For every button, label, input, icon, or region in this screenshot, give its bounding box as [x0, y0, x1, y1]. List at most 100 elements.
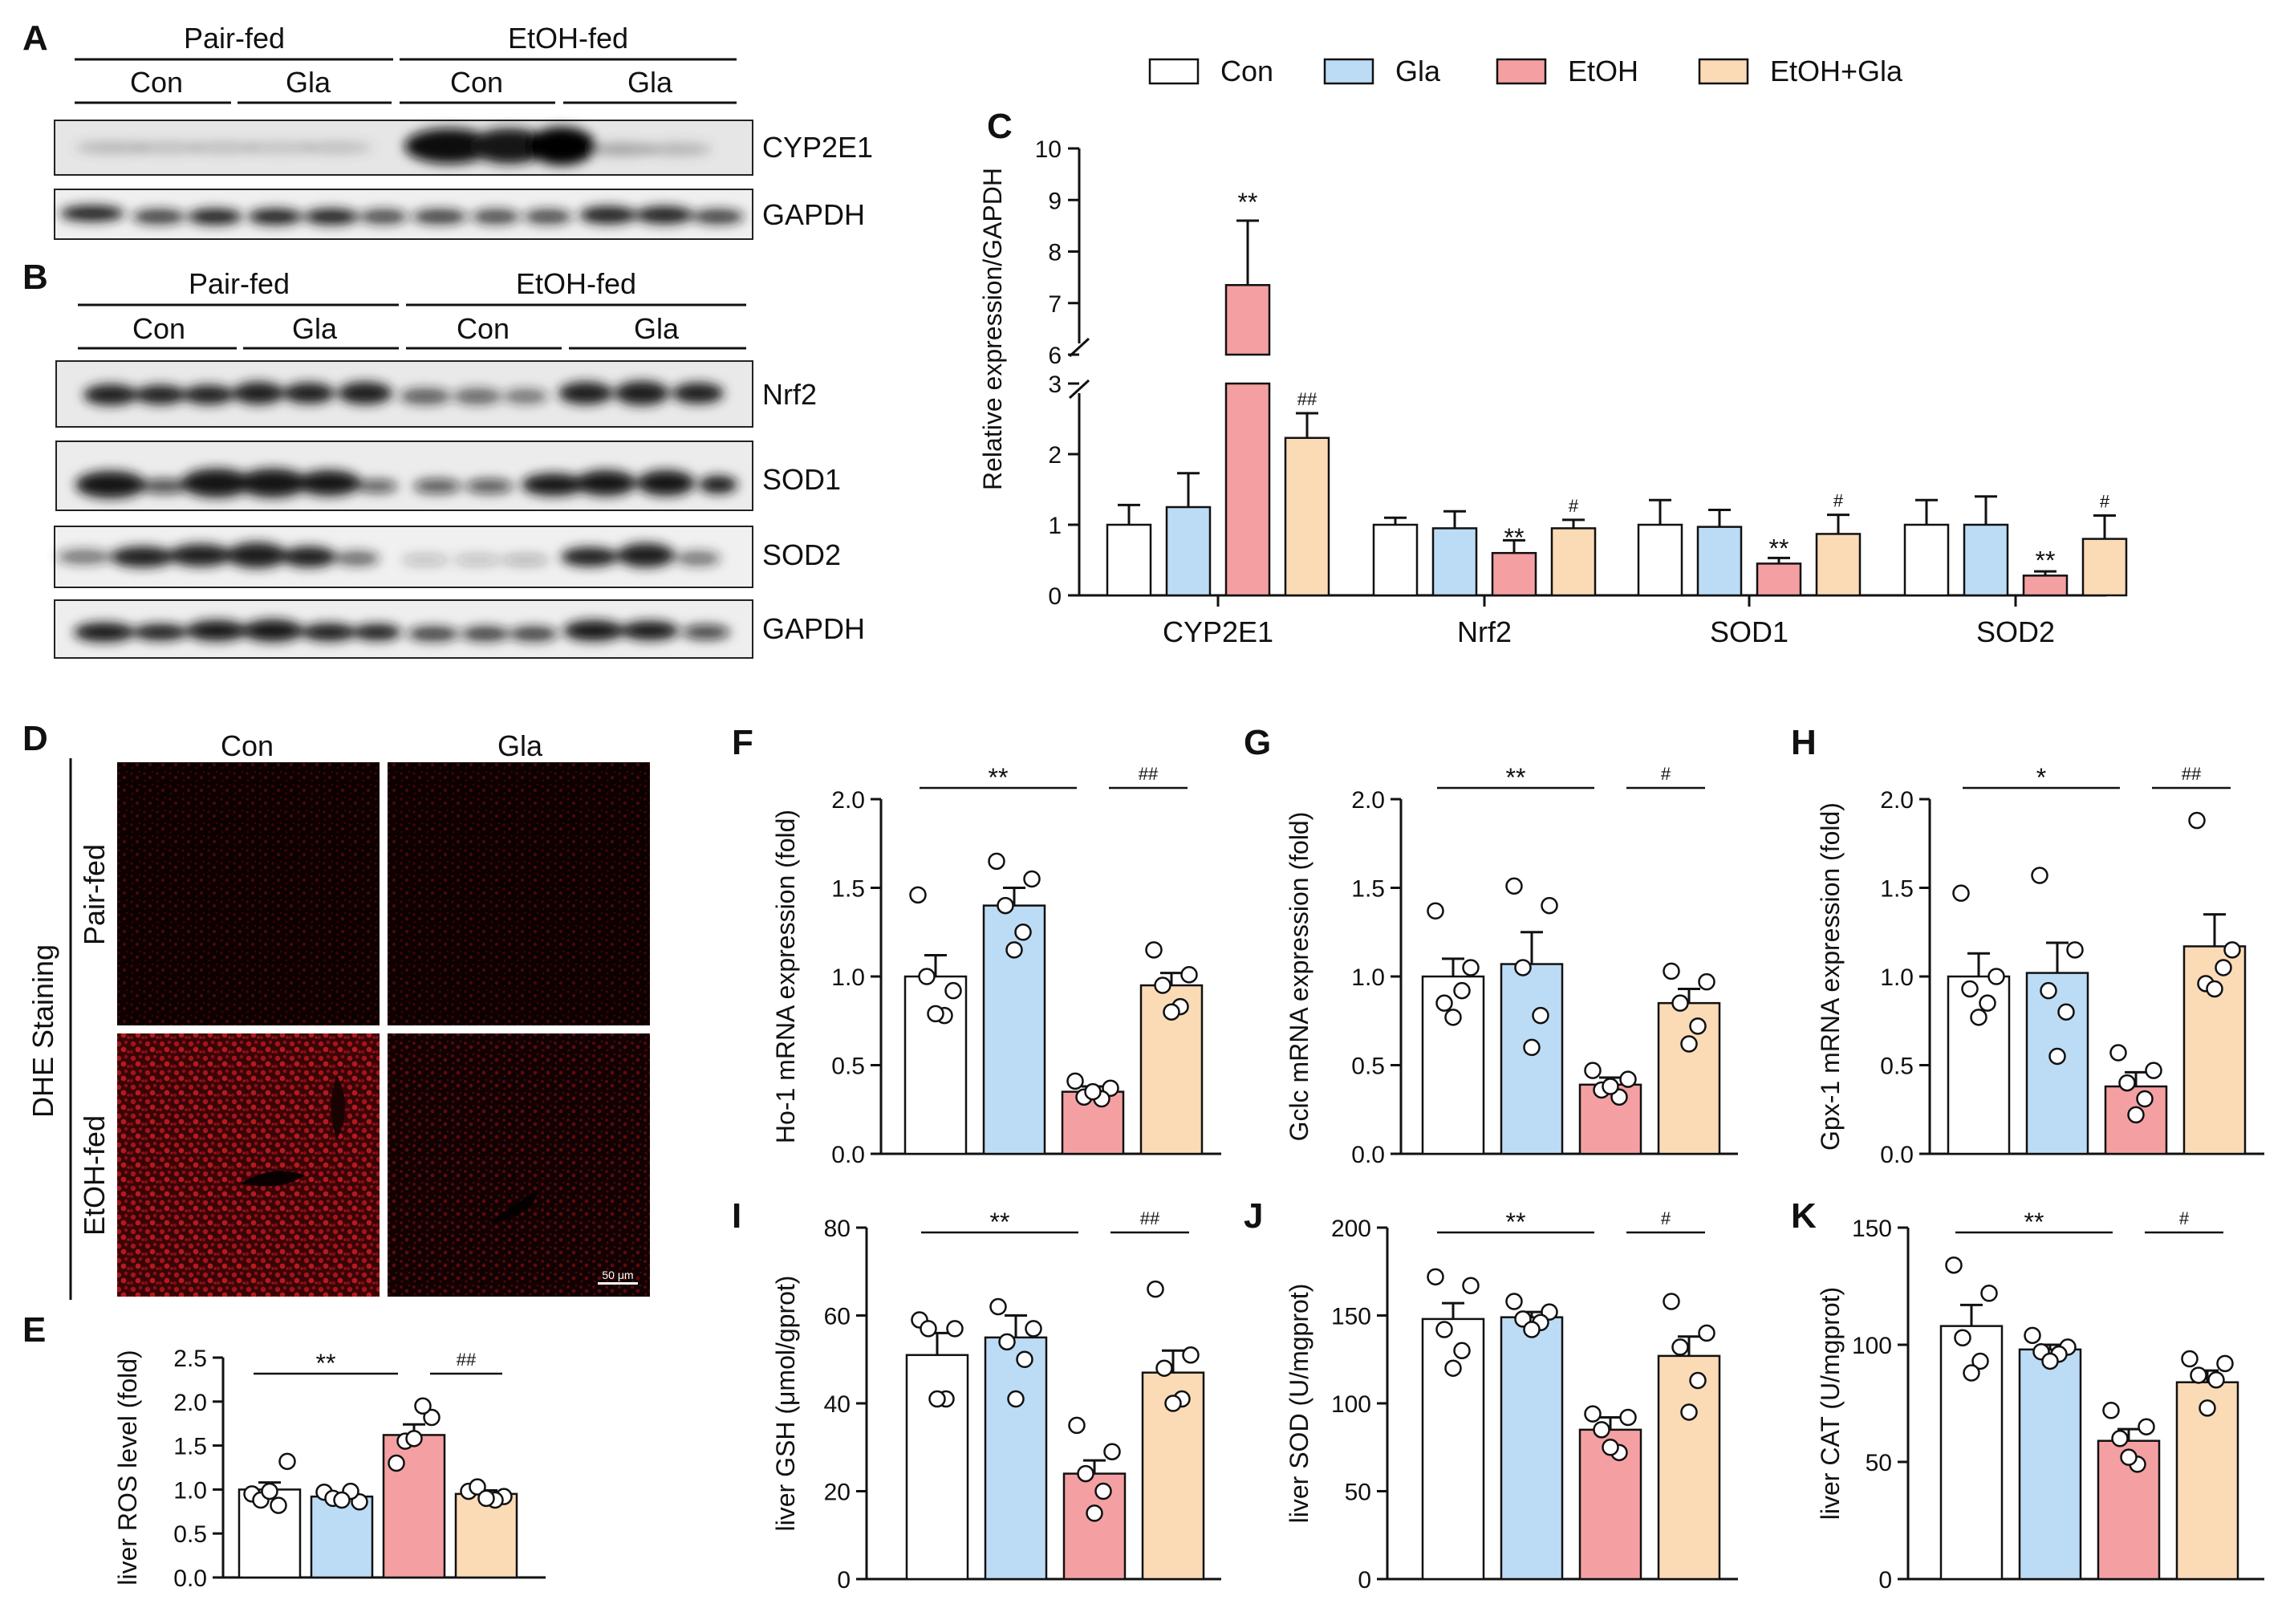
y-tick-label: 2 [1048, 442, 1062, 469]
data-point [1007, 1390, 1025, 1408]
data-point [2136, 1090, 2154, 1108]
data-point [1444, 1359, 1462, 1377]
axis-break-mark [1068, 337, 1090, 358]
y-tick-label: 0 [1358, 1567, 1371, 1594]
y-tick-label: 0.5 [1351, 1054, 1385, 1080]
data-point [1462, 959, 1480, 976]
y-tick-label: 80 [824, 1216, 851, 1242]
y-tick-label: 6 [1048, 343, 1062, 369]
scale-bar-label: 50 μm [602, 1269, 633, 1281]
data-point [2216, 1354, 2234, 1373]
y-tick-label: 0.0 [831, 1142, 865, 1168]
data-point [1987, 968, 2005, 985]
bar-sod1-etoh-gla [1815, 533, 1862, 597]
data-point [2041, 1352, 2059, 1370]
significance-label: # [1661, 764, 1671, 784]
panel-letter-k: K [1791, 1196, 1817, 1236]
bar-gla [984, 1336, 1048, 1581]
bar-cyp2e1-gla [1165, 505, 1212, 597]
data-point [2109, 1044, 2127, 1062]
data-point [1584, 1405, 1602, 1423]
legend-swatch-etoh [1496, 58, 1547, 85]
bar-break-fill [1227, 385, 1269, 393]
y-tick-label: 60 [824, 1304, 851, 1330]
panel-a-header: Pair-fed EtOH-fed Con Gla Con Gla [75, 22, 737, 104]
panel-letter-c: C [987, 107, 1013, 146]
y-tick-label: 1.5 [1880, 876, 1914, 903]
data-point [261, 1482, 278, 1500]
data-point [1016, 1350, 1033, 1368]
chart-panel-i: I 0 20 40 60 80 liver GSH (μmol/gprot) ** ## [732, 1196, 1221, 1594]
data-point [1444, 1009, 1462, 1026]
data-point [1435, 1321, 1453, 1338]
bar-sod2-etoh [2022, 574, 2069, 597]
y-tick-label: 150 [1331, 1304, 1371, 1330]
x-tick-label-cyp2e1: CYP2E1 [1163, 615, 1273, 648]
data-point [1084, 1082, 1102, 1101]
dhe-image-pairfed-con [117, 762, 380, 1025]
data-point [1541, 896, 1558, 915]
bar-break-fill [1227, 345, 1269, 353]
data-point [2057, 1003, 2075, 1021]
data-point [1014, 924, 1032, 941]
data-point [1963, 1364, 1980, 1382]
data-point [1182, 1346, 1200, 1364]
significance-label: ## [2182, 764, 2202, 784]
bar-cyp2e1-con [1106, 523, 1152, 597]
bar-sod1-gla [1696, 526, 1743, 597]
panel-letter-f: F [732, 723, 753, 762]
y-tick-label: 20 [824, 1480, 851, 1506]
blot-sod1 [55, 441, 753, 511]
data-point [1005, 941, 1023, 959]
data-point [2118, 1074, 2136, 1092]
dhe-image-etohfed-gla [388, 1033, 650, 1297]
data-point [1602, 1078, 1619, 1095]
data-point [927, 1005, 944, 1023]
legend-label-etoh-gla: EtOH+Gla [1770, 55, 1903, 87]
data-point [1077, 1464, 1094, 1483]
panel-letter-e: E [22, 1310, 46, 1350]
bar-etoh-gla [2182, 945, 2247, 1155]
y-tick-label: 0.5 [831, 1054, 865, 1080]
legend-label-etoh: EtOH [1568, 55, 1638, 87]
y-tick-label: 0 [837, 1567, 851, 1594]
band-label-gapdh: GAPDH [762, 198, 865, 231]
group-label-pair-fed: Pair-fed [189, 267, 290, 300]
data-point [1164, 1395, 1182, 1412]
data-point [1163, 1003, 1180, 1021]
data-point [1505, 877, 1523, 895]
y-tick-label: 0.0 [173, 1565, 207, 1592]
bar-gla [1500, 1316, 1564, 1581]
y-tick-label: 100 [1331, 1391, 1371, 1418]
bar-nrf2-etoh-gla [1550, 527, 1597, 597]
data-point [469, 1478, 486, 1496]
data-point [2066, 941, 2084, 959]
data-point [1619, 1070, 1637, 1088]
data-point [1954, 1329, 1971, 1346]
x-tick-label-sod2: SOD2 [1976, 615, 2055, 648]
bar-nrf2-etoh [1491, 551, 1537, 597]
data-point [1514, 959, 1532, 976]
chart-panel-c: C 0 1 2 36 7 8 9 10 Relative expression/GAPDH CYP2… [978, 107, 2128, 648]
y-axis-title: Gpx-1 mRNA expression (fold) [1816, 802, 1845, 1151]
y-tick-label: 50 [1345, 1480, 1371, 1506]
data-point [1066, 1072, 1084, 1090]
data-point [2207, 1371, 2225, 1389]
sub-label-con: Con [457, 312, 510, 345]
significance-label: * [2036, 763, 2046, 792]
data-point [2188, 811, 2206, 830]
data-point [1094, 1482, 1112, 1500]
y-tick-label: 1.0 [1351, 964, 1385, 991]
y-tick-label: 3 [1048, 371, 1062, 398]
dhe-image-etohfed-con [117, 1033, 380, 1297]
bar-etoh [1578, 1083, 1642, 1155]
data-point [2031, 867, 2048, 884]
y-tick-label: 2.0 [1351, 787, 1385, 814]
dhe-side-label: DHE Staining [26, 944, 59, 1118]
data-point [1147, 1280, 1164, 1298]
dhe-image-pairfed-gla [388, 762, 650, 1025]
data-point [1671, 994, 1689, 1012]
data-point [2145, 1062, 2162, 1079]
bar-etoh-gla [1139, 984, 1204, 1155]
data-point [414, 1397, 432, 1415]
